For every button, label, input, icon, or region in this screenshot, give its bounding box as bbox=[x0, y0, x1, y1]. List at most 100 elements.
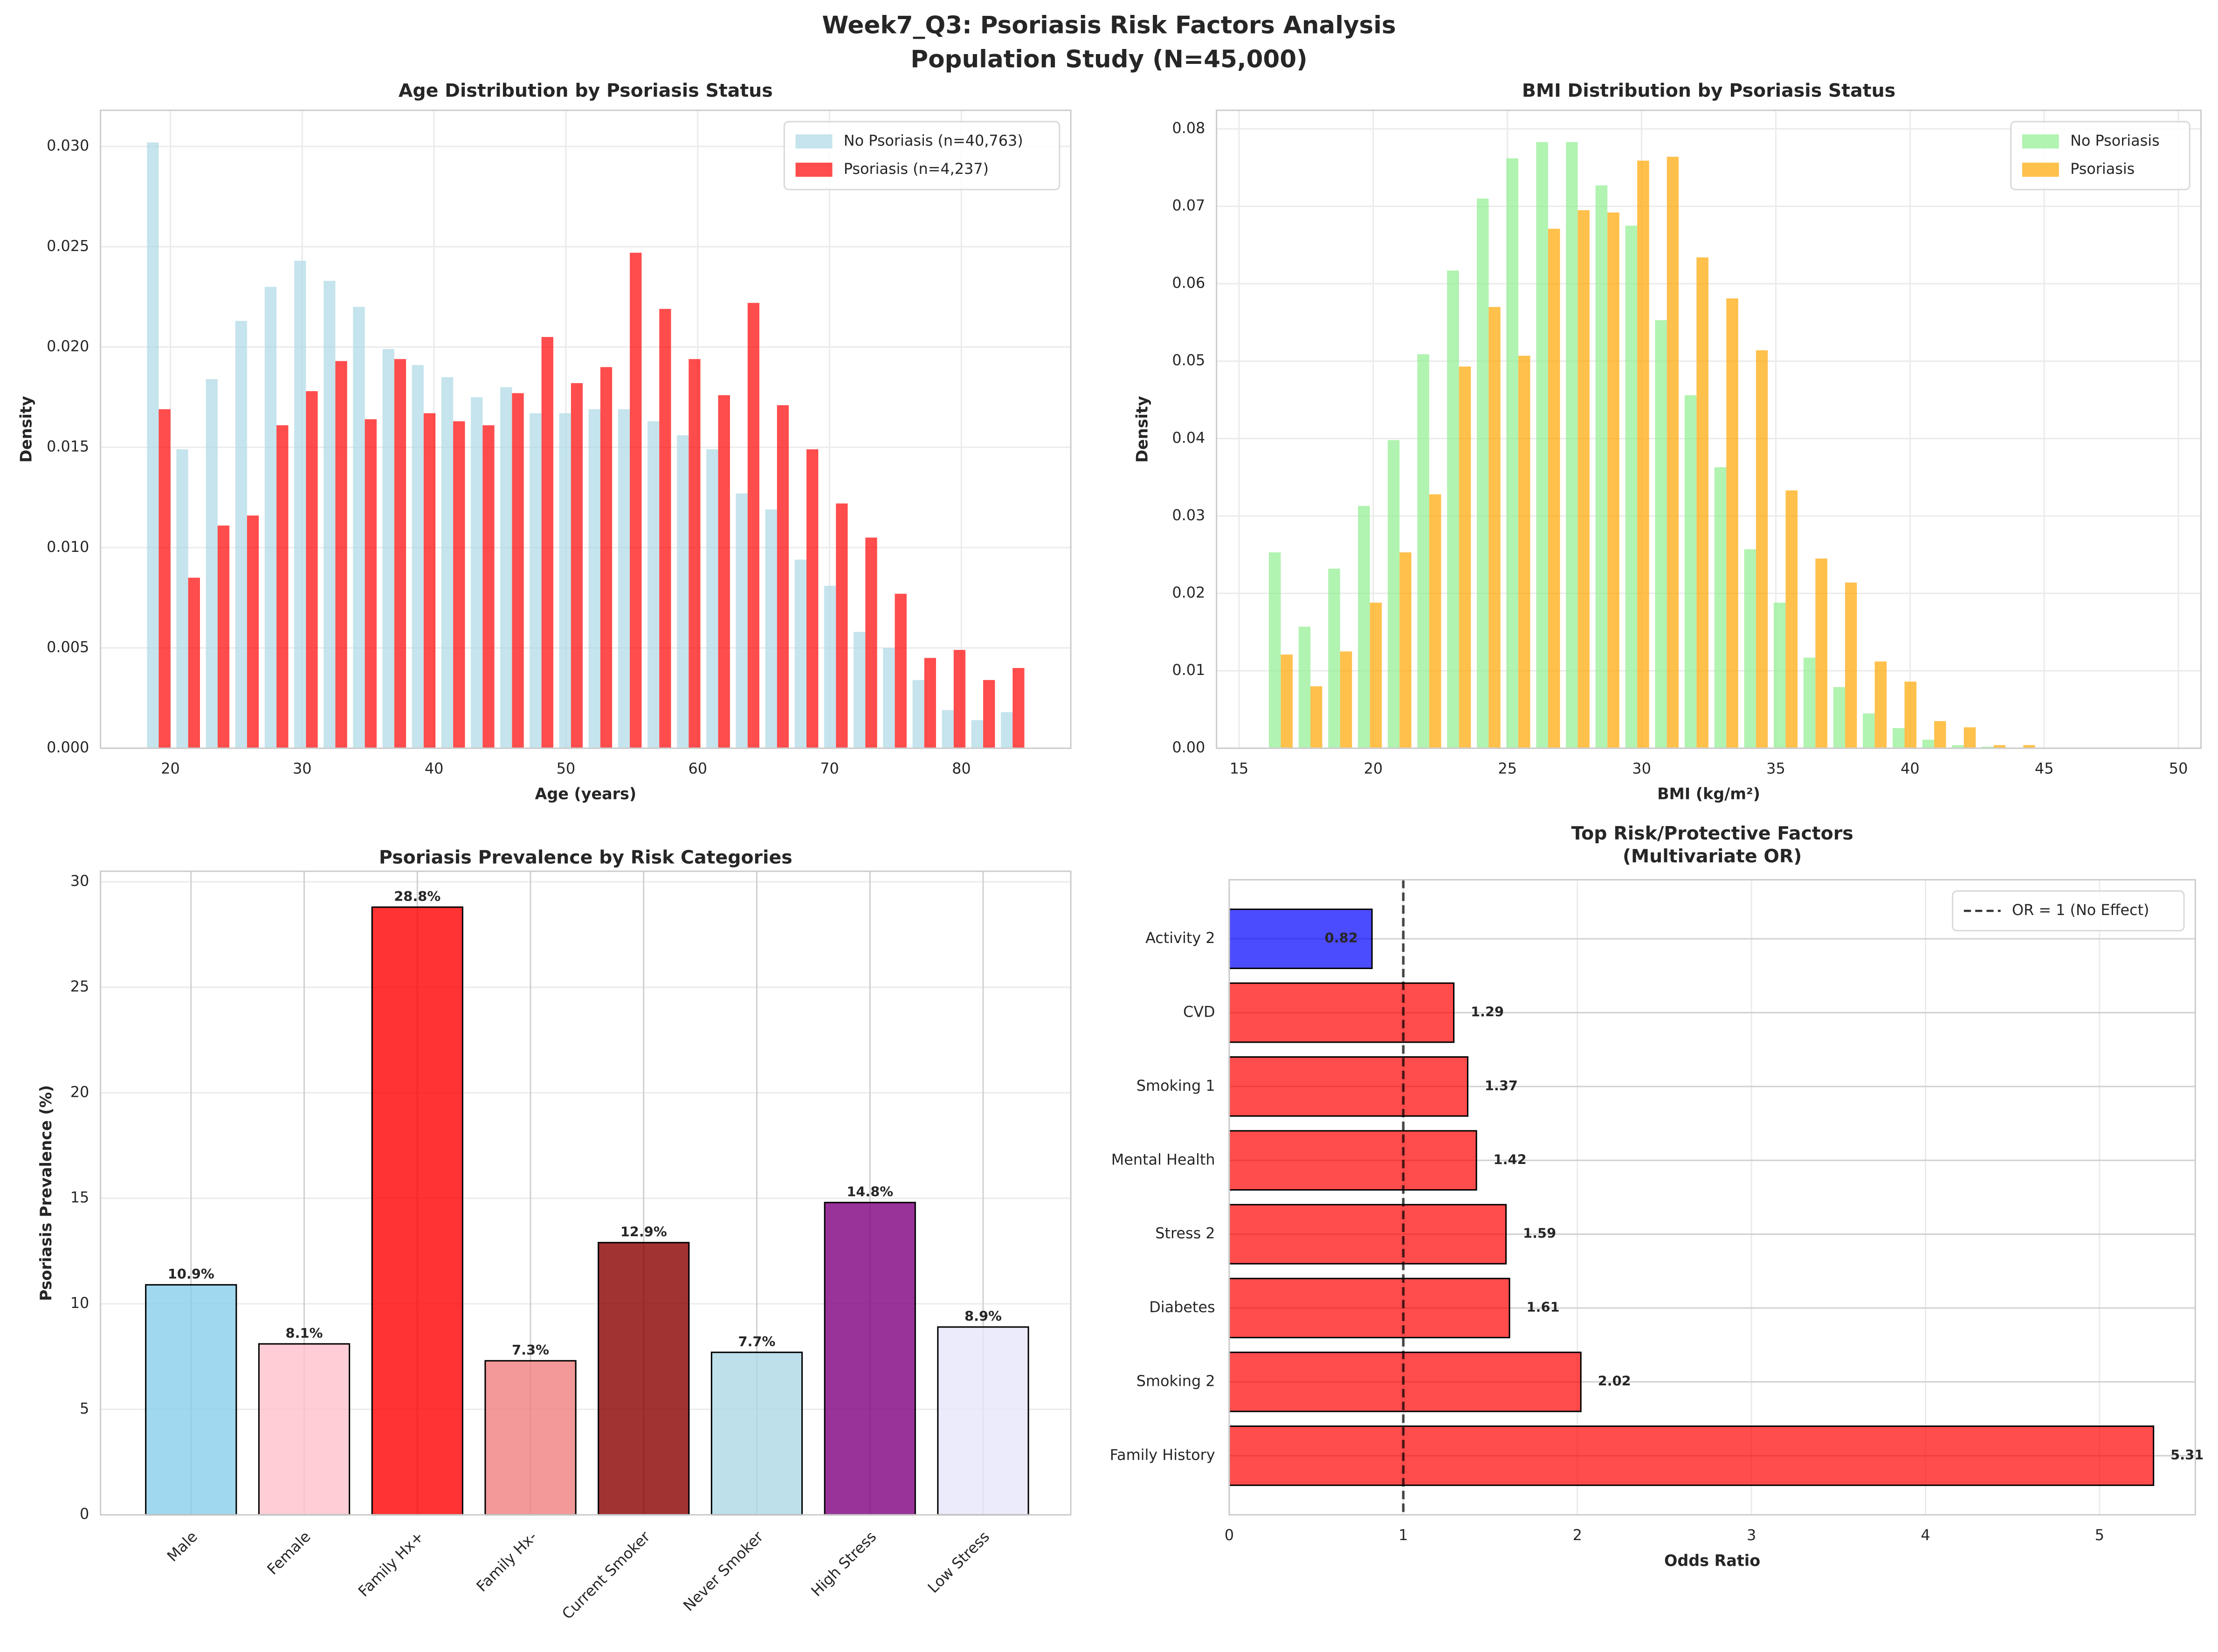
value-label: 8.9% bbox=[964, 1308, 1002, 1324]
histogram-bar bbox=[924, 658, 936, 749]
y-tick-label: Mental Health bbox=[1111, 1150, 1215, 1168]
histogram-bar bbox=[1625, 226, 1638, 749]
chart-title: BMI Distribution by Psoriasis Status bbox=[1522, 80, 1895, 102]
x-tick-label: 35 bbox=[1766, 760, 1785, 778]
x-tick-label: 0 bbox=[1225, 1526, 1234, 1544]
x-tick-label: 25 bbox=[1498, 760, 1517, 778]
y-tick-label: 0.010 bbox=[47, 538, 89, 556]
y-tick-label: 15 bbox=[70, 1189, 90, 1206]
y-tick-label: 0.06 bbox=[1172, 274, 1205, 292]
legend-swatch bbox=[795, 134, 833, 149]
value-label: 12.9% bbox=[620, 1224, 667, 1240]
histogram-bar bbox=[630, 253, 642, 749]
figure-subtitle: Population Study (N=45,000) bbox=[910, 45, 1307, 73]
legend-label: No Psoriasis bbox=[2070, 131, 2160, 149]
y-tick-label: 30 bbox=[70, 872, 90, 890]
histogram-bar bbox=[677, 435, 689, 749]
bar bbox=[1228, 1425, 2155, 1486]
histogram-bar bbox=[530, 413, 542, 749]
y-tick-label: 0.00 bbox=[1172, 738, 1205, 756]
x-tick-label: 1 bbox=[1398, 1526, 1408, 1544]
value-label: 5.31 bbox=[2170, 1447, 2204, 1463]
histogram-bar bbox=[689, 359, 701, 749]
histogram-bar bbox=[512, 393, 524, 749]
x-tick-label: 2 bbox=[1573, 1526, 1582, 1544]
y-tick-label: 0.03 bbox=[1172, 506, 1205, 524]
y-tick-label: 0.02 bbox=[1172, 584, 1205, 601]
histogram-bar bbox=[2023, 745, 2035, 749]
histogram-bar bbox=[294, 261, 306, 749]
histogram-bar bbox=[806, 449, 819, 749]
histogram-bar bbox=[736, 493, 748, 749]
x-tick-label: 3 bbox=[1747, 1526, 1756, 1544]
histogram-bar bbox=[1566, 142, 1578, 749]
bar bbox=[1228, 982, 1455, 1043]
histogram-bar bbox=[1892, 728, 1905, 749]
histogram-bar bbox=[394, 359, 406, 749]
histogram-bar bbox=[971, 720, 984, 749]
title-line: Top Risk/Protective Factors bbox=[1571, 823, 1853, 844]
histogram-bar bbox=[824, 585, 836, 749]
histogram-bar bbox=[1595, 185, 1608, 749]
value-label: 10.9% bbox=[168, 1266, 214, 1282]
y-tick-label: Activity 2 bbox=[1145, 929, 1215, 947]
histogram-bar bbox=[1281, 654, 1293, 749]
figure-title: Week7_Q3: Psoriasis Risk Factors Analysi… bbox=[822, 12, 1396, 40]
x-tick-label: 50 bbox=[557, 760, 576, 778]
x-tick-label: 40 bbox=[1901, 760, 1920, 778]
histogram-bar bbox=[953, 650, 966, 749]
histogram-bar bbox=[1518, 356, 1530, 749]
histogram-bar bbox=[1358, 506, 1370, 749]
legend-label: No Psoriasis (n=40,763) bbox=[844, 131, 1023, 149]
histogram-bar bbox=[441, 377, 454, 749]
histogram-bar bbox=[335, 361, 347, 749]
value-label: 1.29 bbox=[1471, 1004, 1504, 1019]
value-label: 1.42 bbox=[1494, 1151, 1527, 1167]
histogram-bar bbox=[1577, 210, 1590, 749]
histogram-bar bbox=[912, 680, 924, 749]
histogram-bar bbox=[306, 391, 318, 749]
histogram-bar bbox=[412, 365, 424, 749]
value-label: 14.8% bbox=[847, 1184, 893, 1200]
histogram-bar bbox=[1726, 298, 1738, 749]
histogram-bar bbox=[176, 449, 188, 749]
x-axis-label: BMI (kg/m²) bbox=[1657, 785, 1760, 803]
histogram-bar bbox=[1328, 568, 1340, 749]
bar bbox=[937, 1326, 1029, 1516]
x-tick-label: 20 bbox=[161, 760, 180, 778]
legend-label: OR = 1 (No Effect) bbox=[2012, 901, 2149, 919]
bar bbox=[1228, 909, 1373, 969]
bar bbox=[1228, 1056, 1468, 1117]
histogram-bar bbox=[471, 397, 483, 749]
histogram-bar bbox=[1934, 721, 1946, 749]
histogram-bar bbox=[1993, 745, 2006, 749]
histogram-bar bbox=[1655, 320, 1667, 749]
histogram-bar bbox=[217, 525, 230, 749]
bar bbox=[145, 1284, 237, 1516]
histogram-bar bbox=[1298, 626, 1311, 749]
y-tick-label: Diabetes bbox=[1149, 1298, 1215, 1316]
histogram-bar bbox=[482, 425, 495, 749]
x-tick-label: 20 bbox=[1364, 760, 1383, 778]
histogram-bar bbox=[276, 425, 289, 749]
histogram-bar bbox=[1773, 602, 1786, 749]
chart-title: Psoriasis Prevalence by Risk Categories bbox=[379, 847, 792, 868]
x-tick-label: 50 bbox=[2169, 760, 2188, 778]
bar bbox=[1228, 1130, 1477, 1191]
histogram-bar bbox=[1803, 657, 1816, 749]
legend-swatch bbox=[795, 162, 833, 177]
histogram-bar bbox=[836, 503, 848, 749]
y-tick-label: 0 bbox=[80, 1505, 89, 1523]
histogram-bar bbox=[1874, 661, 1887, 749]
histogram-bar bbox=[659, 309, 671, 749]
histogram-bar bbox=[1684, 395, 1697, 749]
chart-title: Age Distribution by Psoriasis Status bbox=[399, 80, 773, 102]
histogram-bar bbox=[1459, 366, 1471, 749]
histogram-bar bbox=[1399, 552, 1412, 749]
y-tick-label: 0.020 bbox=[47, 337, 89, 355]
histogram-bar bbox=[600, 367, 613, 749]
value-label: 1.59 bbox=[1523, 1225, 1556, 1241]
histogram-bar bbox=[264, 287, 277, 749]
